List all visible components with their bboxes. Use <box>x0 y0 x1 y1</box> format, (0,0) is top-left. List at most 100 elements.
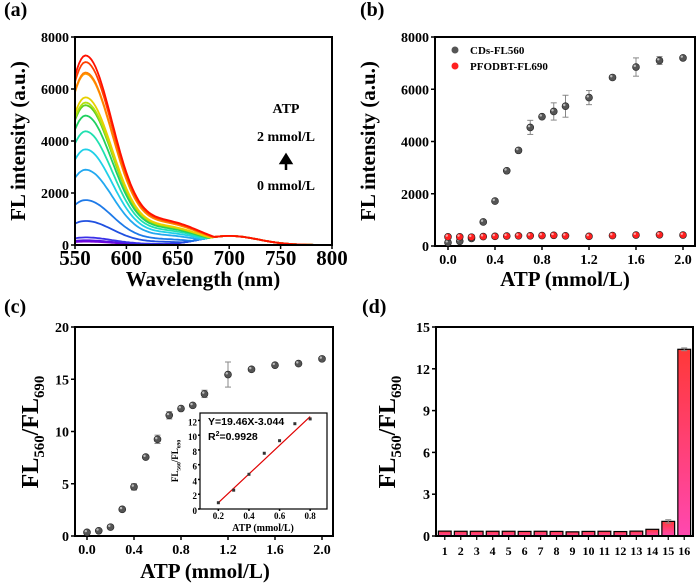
data-point-pfodbt-highlight <box>516 233 519 236</box>
y-axis-d-tick-label: 12 <box>416 363 430 378</box>
x-axis-a-tick-label: 600 <box>111 246 143 270</box>
data-point-pfodbt-highlight <box>551 232 554 236</box>
x-tick-label-d: 3 <box>474 544 480 558</box>
x-tick-label-d: 1 <box>442 544 448 558</box>
data-point-highlight <box>225 372 228 375</box>
inset-y-axis-tick-label: 12 <box>188 417 198 427</box>
x-axis-c-tick-label: 2.0 <box>313 543 331 558</box>
data-point-highlight <box>108 524 111 528</box>
data-point-highlight <box>166 412 170 416</box>
x-axis-c-tick-label: 0.4 <box>125 543 143 558</box>
x-axis-b-tick-label: 1.2 <box>580 253 598 268</box>
data-point-highlight <box>143 454 146 458</box>
inset-r2-symbol: R <box>208 431 216 443</box>
x-axis-b-tick-label: 2.0 <box>674 253 692 268</box>
panel-label-a: (a) <box>4 0 27 21</box>
legend-label-cds: CDs-FL560 <box>470 45 525 57</box>
annotation-bottom: 0 mmol/L <box>257 179 315 194</box>
x-axis-label-a: Wavelength (nm) <box>126 267 281 291</box>
data-point-highlight <box>119 506 123 510</box>
data-point-pfodbt-highlight <box>527 233 531 236</box>
data-point <box>318 355 326 363</box>
x-tick-label-d: 6 <box>522 544 528 558</box>
inset-x-axis-tick-label: 0.8 <box>305 511 317 521</box>
data-point-cds-highlight <box>504 168 507 171</box>
x-axis-a-tick-label: 550 <box>59 246 91 270</box>
x-axis-b-tick-label: 0.4 <box>486 253 504 268</box>
data-point-pfodbt-highlight <box>539 233 543 236</box>
legend-label-pfodbt: PFODBT-FL690 <box>470 61 548 73</box>
data-point-pfodbt <box>526 232 535 240</box>
data-point-cds <box>549 107 558 116</box>
data-point-pfodbt <box>608 231 617 240</box>
data-point-pfodbt-highlight <box>469 234 472 238</box>
inset-data-point <box>278 439 282 443</box>
data-point <box>177 404 185 413</box>
x-tick-label-d: 12 <box>614 544 626 558</box>
data-point <box>188 401 197 410</box>
data-point-pfodbt-highlight <box>633 232 637 236</box>
y-axis-c-tick-label: 20 <box>55 321 69 336</box>
x-tick-label-d: 5 <box>506 544 512 558</box>
data-point-pfodbt-highlight <box>504 233 507 237</box>
panel-label-c: (c) <box>4 296 26 318</box>
inset-y-axis-tick-label: 10 <box>188 432 198 442</box>
data-point-highlight <box>131 484 134 487</box>
data-point-cds-highlight <box>657 58 660 61</box>
data-point-highlight <box>249 366 252 370</box>
inset-y-axis-tick-label: 6 <box>193 462 198 472</box>
inset-y-axis-tick-label: 4 <box>193 476 198 486</box>
inset-x-axis-label: ATP (mmol/L) <box>232 523 294 534</box>
data-point-pfodbt <box>655 230 664 239</box>
x-tick-label-d: 9 <box>569 544 575 558</box>
inset-data-point <box>247 472 251 476</box>
x-tick-label-d: 2 <box>458 544 464 558</box>
data-point-cds-highlight <box>610 75 613 78</box>
x-tick-label-d: 16 <box>678 544 690 558</box>
y-axis-label-c: FL560/FL690 <box>18 376 48 489</box>
bar <box>661 520 676 537</box>
x-axis-c-tick-label: 0.0 <box>78 543 96 558</box>
data-point-cds-highlight <box>492 198 495 202</box>
inset-y-axis-tick-label: 8 <box>193 447 198 457</box>
x-axis-b-tick-label: 0.0 <box>439 253 457 268</box>
inset-r2-value: =0.9928 <box>220 431 258 443</box>
data-point-cds-highlight <box>539 114 543 117</box>
data-point-highlight <box>155 436 158 440</box>
inset-data-point <box>308 417 312 421</box>
data-point-cds <box>491 197 499 205</box>
y-axis-d-tick-label: 15 <box>416 321 430 336</box>
y-axis-label-a: FL intensity (a.u.) <box>6 61 30 221</box>
data-point-cds <box>502 166 511 175</box>
spectra <box>75 54 332 245</box>
y-axis-label-d: FL560/FL690 <box>375 376 405 489</box>
plot-frame-d <box>435 326 694 537</box>
data-point-pfodbt <box>561 232 570 240</box>
data-point-pfodbt <box>444 233 452 241</box>
y-axis-a-tick-label: 0 <box>62 239 69 254</box>
annotation-top: 2 mmol/L <box>257 130 315 145</box>
x-axis-label-b: ATP (mmol/L) <box>500 267 630 291</box>
data-point <box>294 359 303 368</box>
annotation-atp: ATP <box>273 102 300 117</box>
y-axis-d-tick-label: 6 <box>423 446 430 461</box>
data-point-pfodbt <box>514 232 523 240</box>
data-point-pfodbt-highlight <box>457 234 460 237</box>
data-point-pfodbt <box>479 232 488 241</box>
data-point-cds-highlight <box>480 219 484 222</box>
y-axis-a-tick-label: 2000 <box>41 187 69 202</box>
data-point-highlight <box>178 406 181 409</box>
x-tick-label-d: 13 <box>630 544 642 558</box>
legend-marker-cds <box>451 46 459 54</box>
y-axis-b-tick-label: 6000 <box>401 83 429 98</box>
inset-data-point <box>216 501 220 505</box>
data-point-cds-highlight <box>633 64 637 68</box>
x-axis-a-tick-label: 700 <box>213 246 245 270</box>
panel-label-d: (d) <box>362 296 386 318</box>
y-axis-c-tick-label: 15 <box>55 373 69 388</box>
data-point-cds <box>479 218 488 226</box>
y-axis-c-tick-label: 5 <box>62 478 69 493</box>
inset-x-axis-tick-label: 0.6 <box>274 511 286 521</box>
data-point-highlight <box>272 362 275 366</box>
x-axis-a-tick-label: 750 <box>265 246 297 270</box>
